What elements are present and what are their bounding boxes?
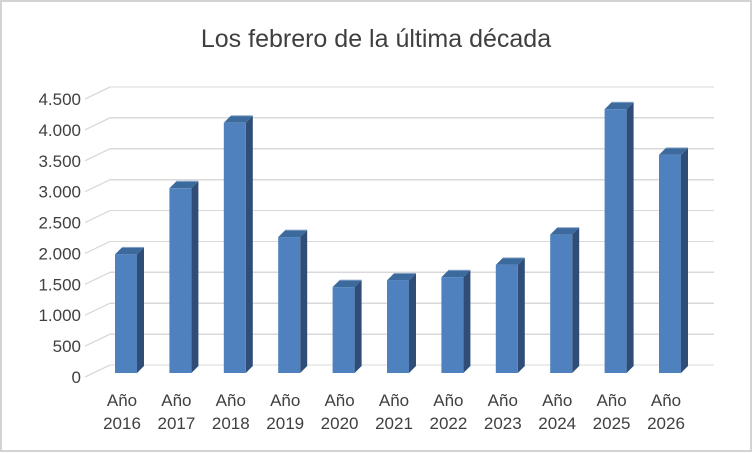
bar-top-face [278, 230, 308, 238]
x-category-label: Año 2026 [647, 391, 685, 433]
y-tick-label: 3.000 [38, 183, 81, 202]
chart-title: Los febrero de la última década [200, 25, 552, 53]
x-axis-category-labels: Año 2016 Año 2017 Año 2018 Año 2019 Año 2020 Año 20… [103, 391, 685, 433]
y-axis-tick-labels: 0 500 1.000 1.500 2.000 2.500 3.000 3.500 4.000 4… [38, 90, 81, 387]
x-category-label: Año 2016 [103, 391, 141, 433]
y-tick-label: 1.000 [38, 306, 81, 325]
bar-side-face [681, 147, 688, 373]
bar-side-face [300, 230, 308, 373]
gridline-slant [84, 86, 111, 100]
bar-top-face [115, 247, 144, 255]
bar-año-2021 [387, 272, 416, 373]
x-category-label: Año 2020 [321, 391, 359, 433]
gridline-slant [84, 271, 111, 285]
x-category-label: Año 2023 [484, 391, 522, 433]
bar-side-face [626, 102, 634, 373]
bar-año-2022 [441, 269, 471, 373]
bar-año-2016 [115, 246, 144, 373]
bar-año-2019 [278, 229, 308, 373]
y-tick-label: 2.000 [38, 244, 81, 263]
bar-side-face [354, 280, 362, 373]
x-category-label: Año 2024 [538, 391, 576, 433]
bar-side-face [572, 227, 580, 373]
x-category-label: Año 2018 [212, 391, 250, 433]
bar-side-face [463, 270, 471, 373]
gridline-slant [84, 333, 111, 347]
y-tick-label: 2.500 [38, 214, 81, 233]
bar-front-face [550, 234, 573, 373]
bar-side-face [137, 247, 144, 373]
x-category-label: Año 2025 [593, 391, 631, 433]
bars [115, 101, 688, 373]
bar-front-face [223, 122, 246, 373]
bar-top-face [223, 115, 253, 123]
bar-año-2024 [550, 227, 580, 373]
bar-front-face [604, 109, 627, 373]
y-tick-label: 500 [53, 337, 81, 356]
bar-año-2026 [659, 147, 688, 373]
bar-año-2025 [604, 101, 634, 373]
gridline-slant [84, 179, 111, 193]
bar-front-face [169, 188, 192, 373]
gridline-slant [84, 364, 111, 378]
bar-año-2017 [169, 180, 199, 373]
bar-side-face [517, 257, 525, 373]
bar-side-face [245, 115, 253, 373]
bar-side-face [191, 181, 199, 373]
bar-top-face [659, 147, 688, 155]
gridline-slant [84, 240, 111, 255]
y-tick-label: 0 [72, 368, 81, 387]
bar-front-face [495, 264, 518, 373]
gridline-slant [84, 302, 111, 316]
bar-front-face [115, 254, 137, 373]
y-tick-label: 4.000 [38, 121, 81, 140]
y-tick-label: 1.500 [38, 275, 81, 294]
bar-front-face [387, 280, 409, 373]
bar-top-face [604, 102, 634, 110]
x-category-label: Año 2019 [266, 391, 304, 433]
y-tick-label: 4.500 [38, 90, 81, 109]
bar-top-face [332, 280, 362, 288]
bar-año-2023 [495, 257, 525, 373]
gridline-slant [84, 117, 111, 131]
gridline-slant [84, 209, 111, 224]
y-tick-label: 3.500 [38, 152, 81, 171]
bar-top-face [550, 227, 580, 235]
bar-top-face [441, 270, 471, 278]
bar-top-face [495, 257, 525, 265]
bar-side-face [409, 273, 416, 373]
bar-front-face [278, 237, 301, 373]
bar-front-face [332, 287, 355, 373]
bar-top-face [169, 181, 199, 189]
x-category-label: Año 2022 [429, 391, 467, 433]
bar-front-face [441, 277, 464, 373]
gridline-slant [84, 148, 111, 162]
x-category-label: Año 2017 [157, 391, 195, 433]
bar-front-face [659, 154, 681, 373]
x-category-label: Año 2021 [375, 391, 413, 433]
bar-top-face [387, 273, 416, 281]
bar-año-2018 [223, 115, 253, 373]
bar-año-2020 [332, 279, 362, 373]
